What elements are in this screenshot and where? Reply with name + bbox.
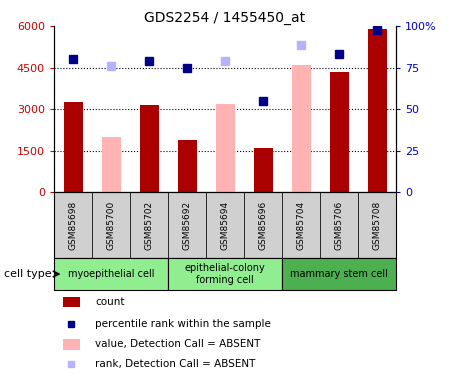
Bar (140, 105, 158, 192)
Text: GSM85692: GSM85692 (183, 201, 192, 250)
Bar (130, 192, 168, 258)
Bar (177, 140, 197, 192)
Text: GSM85706: GSM85706 (334, 201, 343, 250)
Bar (358, 192, 396, 258)
Text: GSM85708: GSM85708 (373, 201, 382, 250)
Bar (168, 258, 282, 290)
Bar (63, 297, 80, 307)
Bar (63, 102, 82, 192)
Bar (54, 258, 168, 290)
Bar (368, 29, 387, 192)
Bar (320, 192, 358, 258)
Text: cell type: cell type (4, 269, 52, 279)
Bar (102, 137, 121, 192)
Bar (54, 192, 92, 258)
Text: GSM85696: GSM85696 (258, 201, 267, 250)
Text: GSM85702: GSM85702 (144, 201, 153, 250)
Text: epithelial-colony
forming cell: epithelial-colony forming cell (184, 263, 266, 285)
Text: GSM85698: GSM85698 (68, 201, 77, 250)
Bar (244, 192, 282, 258)
Text: count: count (95, 297, 125, 307)
Bar (168, 192, 206, 258)
Bar (206, 192, 244, 258)
Text: rank, Detection Call = ABSENT: rank, Detection Call = ABSENT (95, 358, 256, 369)
Bar (329, 72, 348, 192)
Bar (292, 65, 310, 192)
Text: GSM85704: GSM85704 (297, 201, 306, 250)
Text: percentile rank within the sample: percentile rank within the sample (95, 318, 271, 328)
Text: GSM85700: GSM85700 (107, 201, 116, 250)
Text: myoepithelial cell: myoepithelial cell (68, 269, 154, 279)
Text: value, Detection Call = ABSENT: value, Detection Call = ABSENT (95, 339, 261, 350)
Text: GSM85694: GSM85694 (220, 201, 230, 250)
Bar (92, 192, 130, 258)
Bar (253, 148, 273, 192)
Text: mammary stem cell: mammary stem cell (290, 269, 388, 279)
Title: GDS2254 / 1455450_at: GDS2254 / 1455450_at (144, 11, 306, 25)
Bar (282, 192, 320, 258)
Bar (63, 339, 80, 350)
Bar (216, 104, 234, 192)
Bar (282, 258, 396, 290)
